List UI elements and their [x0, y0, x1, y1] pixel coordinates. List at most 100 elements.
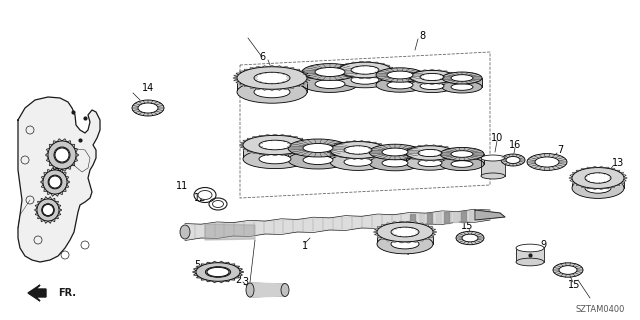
Polygon shape: [18, 97, 100, 262]
Ellipse shape: [440, 148, 484, 161]
Polygon shape: [336, 61, 394, 79]
Polygon shape: [453, 212, 458, 222]
Ellipse shape: [451, 161, 473, 167]
Ellipse shape: [339, 62, 391, 78]
Text: 3: 3: [242, 277, 248, 287]
Polygon shape: [237, 78, 307, 92]
Ellipse shape: [243, 135, 307, 155]
Ellipse shape: [382, 159, 408, 167]
Polygon shape: [233, 66, 311, 91]
Ellipse shape: [288, 139, 348, 157]
Polygon shape: [461, 212, 467, 222]
Ellipse shape: [246, 283, 254, 297]
Ellipse shape: [49, 176, 61, 188]
Ellipse shape: [302, 64, 358, 80]
Ellipse shape: [302, 76, 358, 92]
Polygon shape: [35, 197, 61, 223]
Ellipse shape: [481, 173, 505, 179]
Ellipse shape: [377, 234, 433, 254]
Ellipse shape: [572, 178, 624, 198]
Ellipse shape: [456, 231, 484, 245]
Polygon shape: [516, 248, 544, 262]
Ellipse shape: [339, 72, 391, 88]
Ellipse shape: [506, 156, 520, 164]
Text: 8: 8: [419, 31, 425, 41]
Polygon shape: [470, 211, 475, 221]
Ellipse shape: [330, 141, 386, 158]
Polygon shape: [288, 148, 348, 160]
Polygon shape: [406, 153, 454, 163]
Ellipse shape: [54, 147, 70, 163]
Ellipse shape: [553, 263, 583, 277]
Ellipse shape: [42, 204, 54, 215]
Ellipse shape: [442, 81, 482, 93]
Ellipse shape: [138, 103, 158, 113]
Ellipse shape: [377, 222, 433, 242]
Ellipse shape: [420, 83, 444, 90]
Ellipse shape: [440, 157, 484, 171]
Ellipse shape: [516, 258, 544, 266]
Ellipse shape: [406, 146, 454, 160]
Polygon shape: [369, 152, 421, 163]
Text: 7: 7: [557, 145, 563, 155]
Ellipse shape: [259, 140, 291, 150]
Polygon shape: [410, 77, 454, 86]
Polygon shape: [376, 75, 424, 85]
Ellipse shape: [196, 263, 240, 281]
Polygon shape: [28, 285, 46, 301]
Ellipse shape: [501, 154, 525, 166]
Ellipse shape: [391, 227, 419, 237]
Polygon shape: [410, 214, 415, 225]
Polygon shape: [243, 145, 307, 159]
Polygon shape: [205, 224, 255, 240]
Polygon shape: [250, 283, 285, 297]
Ellipse shape: [351, 76, 379, 84]
Text: 2: 2: [235, 275, 241, 285]
Polygon shape: [193, 261, 243, 283]
Ellipse shape: [42, 204, 54, 216]
Text: 1: 1: [302, 241, 308, 251]
Ellipse shape: [212, 201, 223, 207]
Text: 4: 4: [404, 247, 410, 257]
Text: 16: 16: [509, 140, 521, 150]
Ellipse shape: [351, 66, 379, 74]
Ellipse shape: [481, 155, 505, 161]
Ellipse shape: [462, 234, 478, 242]
Polygon shape: [419, 213, 424, 224]
Ellipse shape: [48, 141, 76, 169]
Ellipse shape: [315, 68, 345, 76]
Ellipse shape: [559, 266, 577, 274]
Ellipse shape: [37, 199, 59, 221]
Ellipse shape: [535, 157, 559, 167]
Ellipse shape: [254, 72, 290, 84]
Ellipse shape: [369, 155, 421, 171]
Polygon shape: [326, 140, 390, 159]
Text: 15: 15: [461, 221, 473, 231]
Polygon shape: [427, 213, 432, 224]
Text: 14: 14: [142, 83, 154, 93]
Ellipse shape: [387, 81, 413, 89]
Ellipse shape: [48, 175, 62, 189]
Ellipse shape: [585, 173, 611, 183]
Polygon shape: [436, 213, 441, 223]
Ellipse shape: [259, 154, 291, 164]
Ellipse shape: [288, 151, 348, 169]
Polygon shape: [377, 232, 433, 244]
Polygon shape: [374, 221, 436, 243]
Polygon shape: [239, 134, 310, 156]
Ellipse shape: [237, 81, 307, 103]
Ellipse shape: [315, 79, 345, 89]
Polygon shape: [339, 70, 391, 80]
Text: FR.: FR.: [58, 288, 76, 298]
Polygon shape: [403, 145, 458, 161]
Ellipse shape: [198, 190, 212, 199]
Polygon shape: [330, 150, 386, 162]
Text: 13: 13: [612, 158, 624, 168]
Ellipse shape: [451, 151, 473, 157]
Text: 9: 9: [540, 240, 546, 250]
Ellipse shape: [376, 78, 424, 92]
Ellipse shape: [369, 144, 421, 160]
Ellipse shape: [180, 225, 190, 239]
Ellipse shape: [410, 79, 454, 92]
Text: 12: 12: [194, 193, 206, 203]
